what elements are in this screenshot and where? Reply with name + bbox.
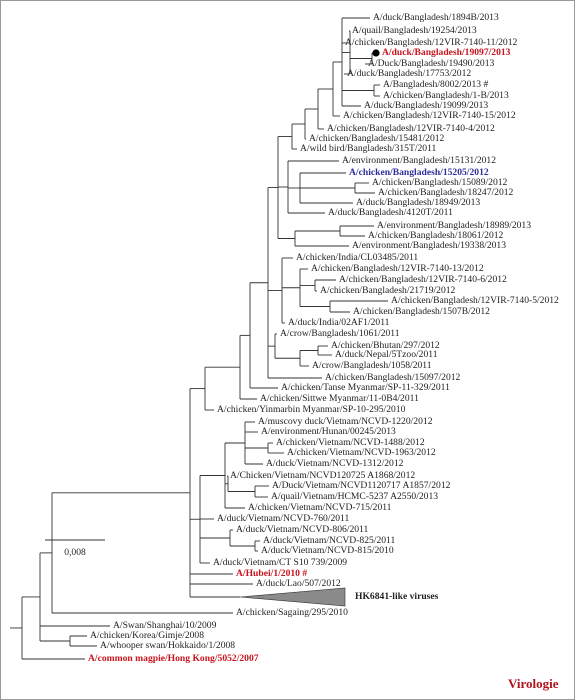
leaf-label: HK6841-like viruses: [355, 591, 439, 602]
leaf-label: A/quail/Bangladesh/19254/2013: [352, 25, 477, 36]
leaf-label: A/chicken/Bangladesh/12VIR-7140-5/2012: [391, 295, 559, 306]
leaf-label: A/environment/Bangladesh/19338/2013: [352, 240, 506, 251]
leaf-label: A/muscovy duck/Vietnam/NCVD-1220/2012: [258, 416, 433, 427]
leaf-label: A/chicken/Bangladesh/1507B/2012: [353, 306, 490, 317]
leaf-label: A/duck/Bangladesh/4120T/2011: [328, 207, 453, 218]
leaf-label: A/crow/Bangladesh/1058/2011: [312, 360, 432, 371]
leaf-label: A/Hubei/1/2010 #: [236, 568, 307, 579]
leaf-label: A/chicken/Bangladesh/15481/2012: [309, 133, 445, 144]
marker-dot: [372, 49, 380, 57]
leaf-label: A/chicken/Sittwe Myanmar/11-0B4/2011: [260, 393, 419, 404]
leaf-label: A/chicken/Bangladesh/18247/2012: [378, 187, 514, 198]
leaf-label: A/chicken/Yinmarbin Myanmar/SP-10-295/20…: [217, 404, 406, 415]
leaf-label: A/Chicken/Vietnam/NCVD120725 A1868/2012: [230, 470, 415, 481]
leaf-label: A/duck/Bangladesh/19099/2013: [364, 100, 488, 111]
leaf-label: A/duck/Bangladesh/1894B/2013: [373, 12, 499, 23]
leaf-label: A/duck/Vietnam/NCVD-806/2011: [236, 524, 369, 535]
leaf-label: A/whooper swan/Hokkaido/1/2008: [100, 640, 235, 651]
leaf-label: A/chicken/Bangladesh/12VIR-7140-15/2012: [343, 110, 516, 121]
leaf-label: A/duck/Vietnam/NCVD-1312/2012: [266, 458, 404, 469]
leaf-label: A/chicken/Bangladesh/21719/2012: [320, 285, 456, 296]
leaf-label: A/chicken/India/CL03485/2011: [296, 252, 418, 263]
leaf-label: A/chicken/Tanse Myanmar/SP-11-329/2011: [281, 382, 450, 393]
leaf-label: A/chicken/Bangladesh/12VIR-7140-11/2012: [345, 37, 518, 48]
leaf-label: A/chicken/Vietnam/NCVD-715/2011: [248, 502, 392, 513]
leaf-label: A/duck/India/02AF1/2011: [288, 317, 390, 328]
leaf-label: A/duck/Bangladesh/17753/2012: [347, 68, 471, 79]
leaf-label: A/duck/Vietnam/NCVD-760/2011: [217, 513, 350, 524]
leaf-label: A/chicken/Vietnam/NCVD-1488/2012: [276, 437, 425, 448]
leaf-label: A/chicken/Bangladesh/15205/2012: [349, 167, 489, 178]
leaf-label: A/Duck/Vietnam/NCVD1120717 A1857/2012: [272, 480, 451, 491]
leaf-label: A/duck/Bangladesh/18949/2013: [356, 197, 480, 208]
leaf-label: A/chicken/Korea/Gimje/2008: [90, 630, 204, 641]
leaf-label: A/duck/Bangladesh/19097/2013: [382, 47, 511, 58]
leaf-label: A/chicken/Bangladesh/15097/2012: [325, 372, 461, 383]
leaf-label: A/duck/Vietnam/CT S10 739/2009: [213, 557, 347, 568]
leaf-label: A/chicken/Vietnam/NCVD-1963/2012: [287, 447, 436, 458]
scale-bar-label: 0,008: [64, 547, 86, 558]
leaf-label: A/duck/Nepal/5Tzoo/2011: [335, 349, 438, 360]
leaf-label: A/environment/Hunan/00245/2013: [261, 426, 396, 437]
logo: Virologie: [508, 676, 559, 691]
leaf-label: A/duck/Vietnam/NCVD-825/2011: [263, 535, 396, 546]
leaf-label: A/Duck/Bangladesh/19490/2013: [368, 58, 495, 69]
leaf-label: A/chicken/Bhutan/297/2012: [331, 340, 440, 351]
leaf-label: A/chicken/Bangladesh/15089/2012: [372, 177, 508, 188]
leaf-label: A/common magpie/Hong Kong/5052/2007: [88, 653, 259, 664]
leaf-label: A/chicken/Bangladesh/12VIR-7140-13/2012: [311, 263, 484, 274]
leaf-label: A/duck/Lao/507/2012: [256, 578, 341, 589]
leaf-label: A/crow/Bangladesh/1061/2011: [280, 328, 400, 339]
leaf-label: A/Bangladesh/8002/2013 #: [383, 79, 488, 90]
leaf-label: A/chicken/Bangladesh/1-B/2013: [383, 90, 509, 101]
leaf-label: A/environment/Bangladesh/15131/2012: [342, 155, 496, 166]
leaf-label: A/Swan/Shanghai/10/2009: [113, 620, 217, 631]
leaf-label: A/chicken/Bangladesh/12VIR-7140-6/2012: [339, 274, 507, 285]
leaf-label: A/chicken/Sagaing/295/2010: [236, 607, 348, 618]
collapsed-clade: [239, 587, 346, 607]
logo-text: Virologie: [508, 676, 559, 691]
leaf-label: A/chicken/Bangladesh/18061/2012: [368, 230, 504, 241]
leaf-label: A/quail/Vietnam/HCMC-5237 A2550/2013: [271, 491, 438, 502]
leaf-label: A/duck/Vietnam/NCVD-815/2010: [261, 545, 394, 556]
leaf-label: A/chicken/Bangladesh/12VIR-7140-4/2012: [327, 123, 495, 134]
leaf-label: A/environment/Bangladesh/18989/2013: [377, 220, 531, 231]
leaf-label: A/wild bird/Bangladesh/315T/2011: [300, 143, 437, 154]
